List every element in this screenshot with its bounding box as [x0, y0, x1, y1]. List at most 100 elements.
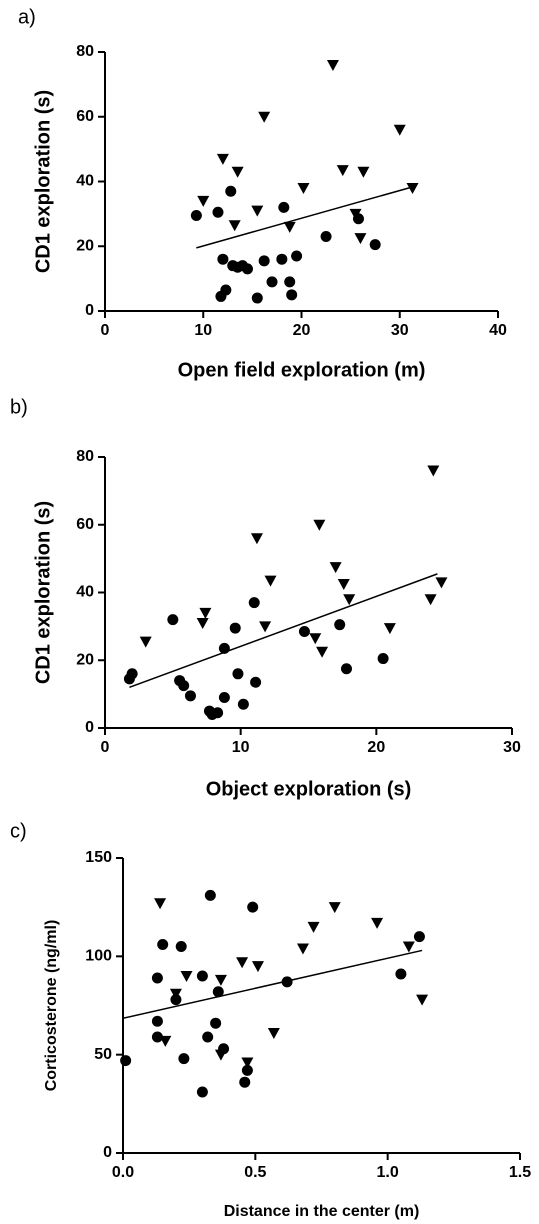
x-tick-label: 1.0 [377, 1164, 399, 1181]
y-axis-title: CD1 exploration (s) [32, 90, 54, 273]
point [215, 290, 227, 302]
point [196, 1086, 208, 1098]
point [340, 663, 352, 675]
point [218, 642, 230, 654]
point [212, 986, 224, 998]
point [251, 961, 264, 973]
point [258, 255, 270, 267]
point [283, 221, 296, 233]
point [225, 185, 237, 197]
panel-label: a) [18, 6, 36, 28]
x-axis-title: Object exploration (s) [206, 778, 412, 800]
fit-line [122, 949, 423, 1020]
panel-label: b) [10, 396, 28, 418]
point [296, 943, 309, 955]
x-axis-title: Distance in the center (m) [224, 1203, 420, 1220]
y-tick-label: 0 [85, 719, 94, 736]
point [178, 680, 190, 692]
y-axis-title: CD1 exploration (s) [32, 501, 54, 684]
point [276, 253, 288, 265]
point [126, 668, 138, 680]
fit-line [196, 185, 415, 249]
point [228, 220, 241, 232]
point [248, 597, 260, 609]
point [212, 206, 224, 218]
point [406, 182, 419, 194]
point [237, 698, 249, 710]
point [229, 622, 241, 634]
x-tick-label: 20 [367, 739, 385, 756]
point [259, 621, 272, 633]
point [281, 976, 293, 988]
point [298, 625, 310, 637]
point [241, 263, 253, 275]
point [167, 614, 179, 626]
point [251, 205, 264, 217]
point [402, 941, 415, 953]
point [435, 577, 448, 589]
point [214, 1049, 227, 1061]
point [307, 921, 320, 933]
point [184, 690, 196, 702]
x-tick-label: 30 [503, 739, 521, 756]
point [264, 575, 277, 587]
y-tick-label: 0 [85, 302, 94, 319]
point [313, 519, 326, 531]
y-tick-label: 50 [94, 1046, 112, 1063]
y-tick-label: 20 [76, 237, 94, 254]
x-tick-label: 40 [489, 322, 507, 339]
point [157, 939, 169, 951]
x-tick-label: 20 [293, 322, 311, 339]
panel-label: c) [10, 820, 27, 842]
point [291, 250, 303, 262]
point [236, 957, 249, 969]
point [413, 931, 425, 943]
point [278, 201, 290, 213]
point [258, 111, 271, 123]
x-tick-label: 0.0 [112, 1164, 134, 1181]
point [343, 594, 356, 606]
point [204, 889, 216, 901]
point [395, 968, 407, 980]
point [180, 971, 193, 982]
point [216, 153, 229, 165]
point [416, 994, 429, 1006]
point [266, 276, 278, 288]
point [377, 653, 389, 665]
point [241, 1057, 254, 1069]
point [232, 668, 244, 680]
x-axis-title: Open field exploration (m) [178, 359, 426, 381]
point [199, 607, 212, 619]
point [334, 619, 346, 631]
y-tick-label: 40 [76, 584, 94, 601]
point [202, 1031, 214, 1043]
point [328, 902, 341, 914]
point [239, 1076, 251, 1088]
x-tick-label: 0 [101, 739, 110, 756]
point [267, 1028, 280, 1040]
point [369, 239, 381, 251]
point [357, 166, 370, 178]
point [286, 289, 298, 301]
point [151, 1015, 163, 1027]
x-tick-label: 10 [232, 739, 250, 756]
point [424, 594, 437, 606]
point [231, 166, 244, 178]
y-tick-label: 100 [85, 948, 112, 965]
point [326, 59, 339, 71]
point [169, 988, 182, 1000]
point [316, 646, 329, 658]
fit-line [129, 573, 438, 689]
point [175, 941, 187, 952]
y-tick-label: 80 [76, 43, 94, 60]
point [247, 901, 259, 913]
point [284, 276, 296, 288]
y-tick-label: 0 [103, 1144, 112, 1161]
point [251, 292, 263, 304]
point [196, 970, 208, 982]
y-tick-label: 60 [76, 516, 94, 533]
point [197, 195, 210, 207]
point [154, 898, 167, 910]
y-tick-label: 80 [76, 448, 94, 465]
point [383, 623, 396, 635]
